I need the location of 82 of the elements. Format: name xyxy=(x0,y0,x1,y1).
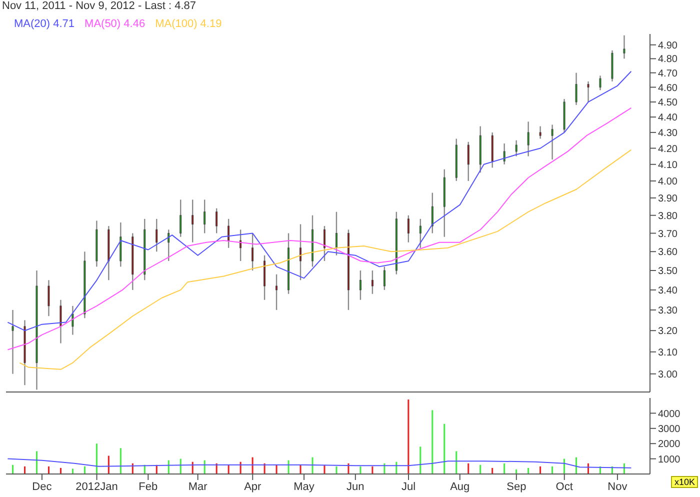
x-tick-label: May xyxy=(294,480,315,493)
candlestick xyxy=(48,280,50,317)
x-tick-label: Feb xyxy=(138,480,158,493)
candlestick xyxy=(228,218,230,248)
y-tick-label: 1000 xyxy=(658,454,681,466)
candlestick xyxy=(419,218,422,248)
y-tick-label: 3.70 xyxy=(658,228,678,240)
y-tick-label: 3.60 xyxy=(658,247,678,258)
candlestick xyxy=(347,229,350,311)
candlestick xyxy=(383,266,386,291)
text: MA(50) 4.46 xyxy=(84,18,146,30)
candlestick xyxy=(503,142,506,165)
y-tick-label: 4.80 xyxy=(658,54,678,66)
candlestick xyxy=(371,270,374,294)
y-tick-label: 3.20 xyxy=(658,326,678,338)
candlestick xyxy=(12,309,14,374)
y-axis-title: x10K xyxy=(671,476,698,488)
candlestick xyxy=(515,140,518,157)
candlestick xyxy=(60,299,62,344)
candlestick xyxy=(288,232,290,294)
line-series xyxy=(19,149,632,370)
y-tick-label: 3.30 xyxy=(658,306,678,317)
candlestick xyxy=(575,72,578,106)
y-tick-label: 4.60 xyxy=(658,82,678,94)
x-tick-label: Jul xyxy=(401,480,416,493)
candlestick xyxy=(431,192,434,234)
y-tick-label: 3.10 xyxy=(658,347,678,358)
y-tick-label: 4.90 xyxy=(658,40,678,52)
y-tick-label: 2000 xyxy=(658,439,681,450)
y-tick-label: 3.50 xyxy=(658,266,678,278)
candlestick xyxy=(276,274,278,311)
candlestick xyxy=(623,34,626,60)
candlestick xyxy=(407,214,410,243)
candlestick xyxy=(192,199,194,243)
text: MA(20) 4.71 xyxy=(14,18,75,30)
candlestick xyxy=(180,199,182,238)
x-tick-label: 2012Jan xyxy=(76,480,118,493)
y-tick-label: 4.70 xyxy=(658,68,678,80)
candlestick xyxy=(527,121,530,157)
line-series xyxy=(7,107,632,350)
y-tick-label: 4.10 xyxy=(658,160,678,171)
candlestick xyxy=(264,254,266,300)
candlestick xyxy=(467,141,470,182)
candlestick xyxy=(312,214,314,268)
chart-title: Nov 11, 2011 - Nov 9, 2012 - Last : 4.87 xyxy=(2,0,198,14)
x-tick-label: Mar xyxy=(188,480,208,493)
y-tick-label: 4.00 xyxy=(658,176,678,188)
x-tick-label: Sep xyxy=(506,480,526,493)
candlestick xyxy=(252,232,254,272)
y-tick-label: 4.20 xyxy=(658,144,678,155)
candlestick xyxy=(336,211,338,256)
candlestick xyxy=(539,126,542,140)
y-tick-label: 4.40 xyxy=(658,112,678,124)
candlestick xyxy=(204,199,206,234)
candlestick xyxy=(168,229,170,262)
x-tick-label: Dec xyxy=(32,480,52,493)
candlestick xyxy=(551,124,554,160)
y-tick-label: 4000 xyxy=(658,408,681,420)
y-tick-label: 3.80 xyxy=(658,210,678,222)
x-tick-label: Aug xyxy=(450,480,470,493)
text: MA(100) 4.19 xyxy=(155,18,222,30)
y-tick-label: 3.90 xyxy=(658,193,678,204)
candlestick xyxy=(599,75,602,91)
x-tick-label: Apr xyxy=(244,480,262,493)
candlestick xyxy=(156,218,158,252)
candlestick xyxy=(240,229,242,262)
x-tick-label: Oct xyxy=(556,480,573,493)
y-tick-label: 3000 xyxy=(658,424,681,435)
line-series xyxy=(7,458,632,468)
y-tick-label: 3.40 xyxy=(658,285,678,296)
x-tick-label: Jun xyxy=(346,480,364,493)
candlestick xyxy=(72,305,74,336)
candlestick xyxy=(324,225,326,262)
y-tick-label: 4.30 xyxy=(658,128,678,140)
candlestick xyxy=(587,80,590,103)
candlestick xyxy=(359,270,362,300)
candlestick xyxy=(300,224,302,281)
y-tick-label: 3.00 xyxy=(658,369,678,380)
y-tick-label: 4.50 xyxy=(658,98,678,109)
line-series xyxy=(7,70,632,332)
x-tick-label: Nov xyxy=(608,480,628,493)
candlestick xyxy=(216,208,218,234)
